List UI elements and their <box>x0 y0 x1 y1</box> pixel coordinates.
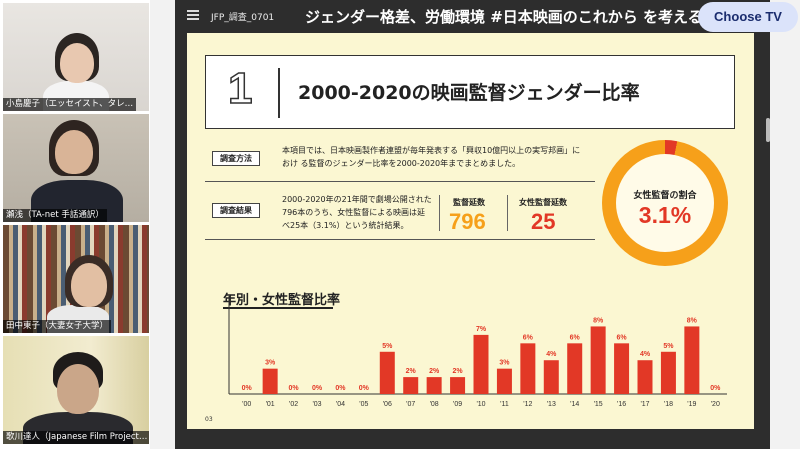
choose-tv-logo: Choose TV <box>698 2 798 32</box>
slide-title: 2000-2020の映画監督ジェンダー比率 <box>298 82 640 104</box>
bar-12 <box>520 343 536 394</box>
tick-label-5: '05 <box>359 401 368 408</box>
bar-18 <box>660 351 676 394</box>
data-label-19: 8% <box>687 317 698 324</box>
data-label-14: 6% <box>570 334 581 341</box>
data-label-11: 3% <box>499 360 510 367</box>
data-label-1: 3% <box>265 360 276 367</box>
menu-icon[interactable] <box>187 10 199 20</box>
data-label-17: 4% <box>640 351 651 358</box>
data-label-3: 0% <box>312 385 323 392</box>
tick-label-15: '15 <box>594 401 603 408</box>
participant-video-1[interactable]: 小島慶子（エッセイスト、タレ… <box>3 3 149 111</box>
tick-label-11: '11 <box>500 401 509 408</box>
participant-video-4[interactable]: 歌川達人（Japanese Film Project… <box>3 336 149 444</box>
section-divider <box>205 239 595 240</box>
data-label-8: 2% <box>429 368 440 375</box>
participant-video-2[interactable]: 瀬浅（TA-net 手話通訳） <box>3 114 149 222</box>
female-directors-value: 25 <box>531 209 556 234</box>
data-label-6: 5% <box>382 343 393 350</box>
tick-label-10: '10 <box>476 401 485 408</box>
page-number: 03 <box>205 416 213 423</box>
tick-label-8: '08 <box>430 401 439 408</box>
participant-name: 歌川達人（Japanese Film Project… <box>3 431 149 444</box>
data-label-10: 7% <box>476 326 487 333</box>
tick-label-18: '18 <box>664 401 673 408</box>
tick-label-14: '14 <box>570 401 579 408</box>
method-text: 本項目では、日本映画製作者連盟が毎年発表する「興収10億円以上の実写邦画」におけ… <box>282 146 581 168</box>
participant-name: 田中東子（大妻女子大学） <box>3 320 112 333</box>
tick-label-13: '13 <box>547 401 556 408</box>
tick-label-2: '02 <box>289 401 298 408</box>
stat-divider <box>507 195 508 231</box>
chart-title-underline <box>223 307 333 309</box>
chart-title: 年別・女性監督比率 <box>223 293 341 308</box>
data-label-12: 6% <box>523 334 534 341</box>
method-label: 調査方法 <box>212 151 260 166</box>
bar-19 <box>684 326 700 394</box>
directors-label: 監督延数 <box>453 198 485 207</box>
yearly-female-ratio-chart: 0% '00 3% '01 0% '02 0% '03 0% '04 0% '05 5% '06 2% '07… <box>228 296 727 408</box>
female-directors-label: 女性監督延数 <box>519 198 567 207</box>
data-label-13: 4% <box>546 351 557 358</box>
participant-name: 小島慶子（エッセイスト、タレ… <box>3 98 137 111</box>
bar-7 <box>403 377 419 394</box>
data-label-20: 0% <box>710 385 721 392</box>
donut-label: 女性監督の割合 <box>633 191 697 201</box>
data-label-0: 0% <box>242 385 253 392</box>
result-text: 2000-2020年の21年間で劇場公開された796本のうち、女性監督による映画… <box>282 195 432 230</box>
tick-label-20: '20 <box>711 401 720 408</box>
data-label-2: 0% <box>289 385 300 392</box>
participant-video-3[interactable]: 田中東子（大妻女子大学） <box>3 225 149 333</box>
data-label-9: 2% <box>453 368 464 375</box>
presentation-toolbar: JFP_調査_0701 ジェンダー格差、労働環境 #日本映画のこれから を考える <box>175 0 770 33</box>
bar-8 <box>426 377 442 394</box>
tick-label-1: '01 <box>266 401 275 408</box>
section-divider <box>205 181 595 182</box>
tick-label-19: '19 <box>687 401 696 408</box>
bar-16 <box>614 343 630 394</box>
bar-14 <box>567 343 583 394</box>
participant-name: 瀬浅（TA-net 手話通訳） <box>3 209 107 222</box>
bar-11 <box>496 368 512 394</box>
file-name: JFP_調査_0701 <box>211 13 275 23</box>
bar-10 <box>473 334 489 394</box>
data-label-7: 2% <box>406 368 417 375</box>
data-label-15: 8% <box>593 317 604 324</box>
tick-label-4: '04 <box>336 401 345 408</box>
bar-9 <box>450 377 466 394</box>
slide: 1 2000-2020の映画監督ジェンダー比率 調査方法 本項目では、日本映画製… <box>187 33 754 429</box>
tick-label-0: '00 <box>242 401 251 408</box>
scrollbar[interactable] <box>766 118 770 142</box>
female-ratio-donut: 女性監督の割合 3.1% <box>602 140 728 266</box>
data-label-16: 6% <box>617 334 628 341</box>
tick-label-12: '12 <box>523 401 532 408</box>
section-number: 1 <box>227 63 253 114</box>
data-label-5: 0% <box>359 385 370 392</box>
bar-17 <box>637 360 653 394</box>
stat-divider <box>439 195 440 231</box>
title-divider <box>278 68 280 118</box>
tick-label-3: '03 <box>312 401 321 408</box>
bar-15 <box>590 326 606 394</box>
data-label-4: 0% <box>335 385 346 392</box>
bar-13 <box>543 360 559 394</box>
directors-value: 796 <box>449 209 486 234</box>
event-banner: ジェンダー格差、労働環境 #日本映画のこれから を考える <box>305 8 703 26</box>
result-label: 調査結果 <box>212 203 260 218</box>
data-label-18: 5% <box>663 343 674 350</box>
bar-1 <box>262 368 278 394</box>
tick-label-6: '06 <box>383 401 392 408</box>
participant-panel: 小島慶子（エッセイスト、タレ… 瀬浅（TA-net 手話通訳） 田中東子（大妻女… <box>0 0 150 449</box>
tick-label-16: '16 <box>617 401 626 408</box>
tick-label-7: '07 <box>406 401 415 408</box>
donut-value: 3.1% <box>638 202 692 228</box>
slide-title-box: 1 2000-2020の映画監督ジェンダー比率 <box>205 55 735 129</box>
tick-label-9: '09 <box>453 401 462 408</box>
tick-label-17: '17 <box>640 401 649 408</box>
bar-6 <box>379 351 395 394</box>
